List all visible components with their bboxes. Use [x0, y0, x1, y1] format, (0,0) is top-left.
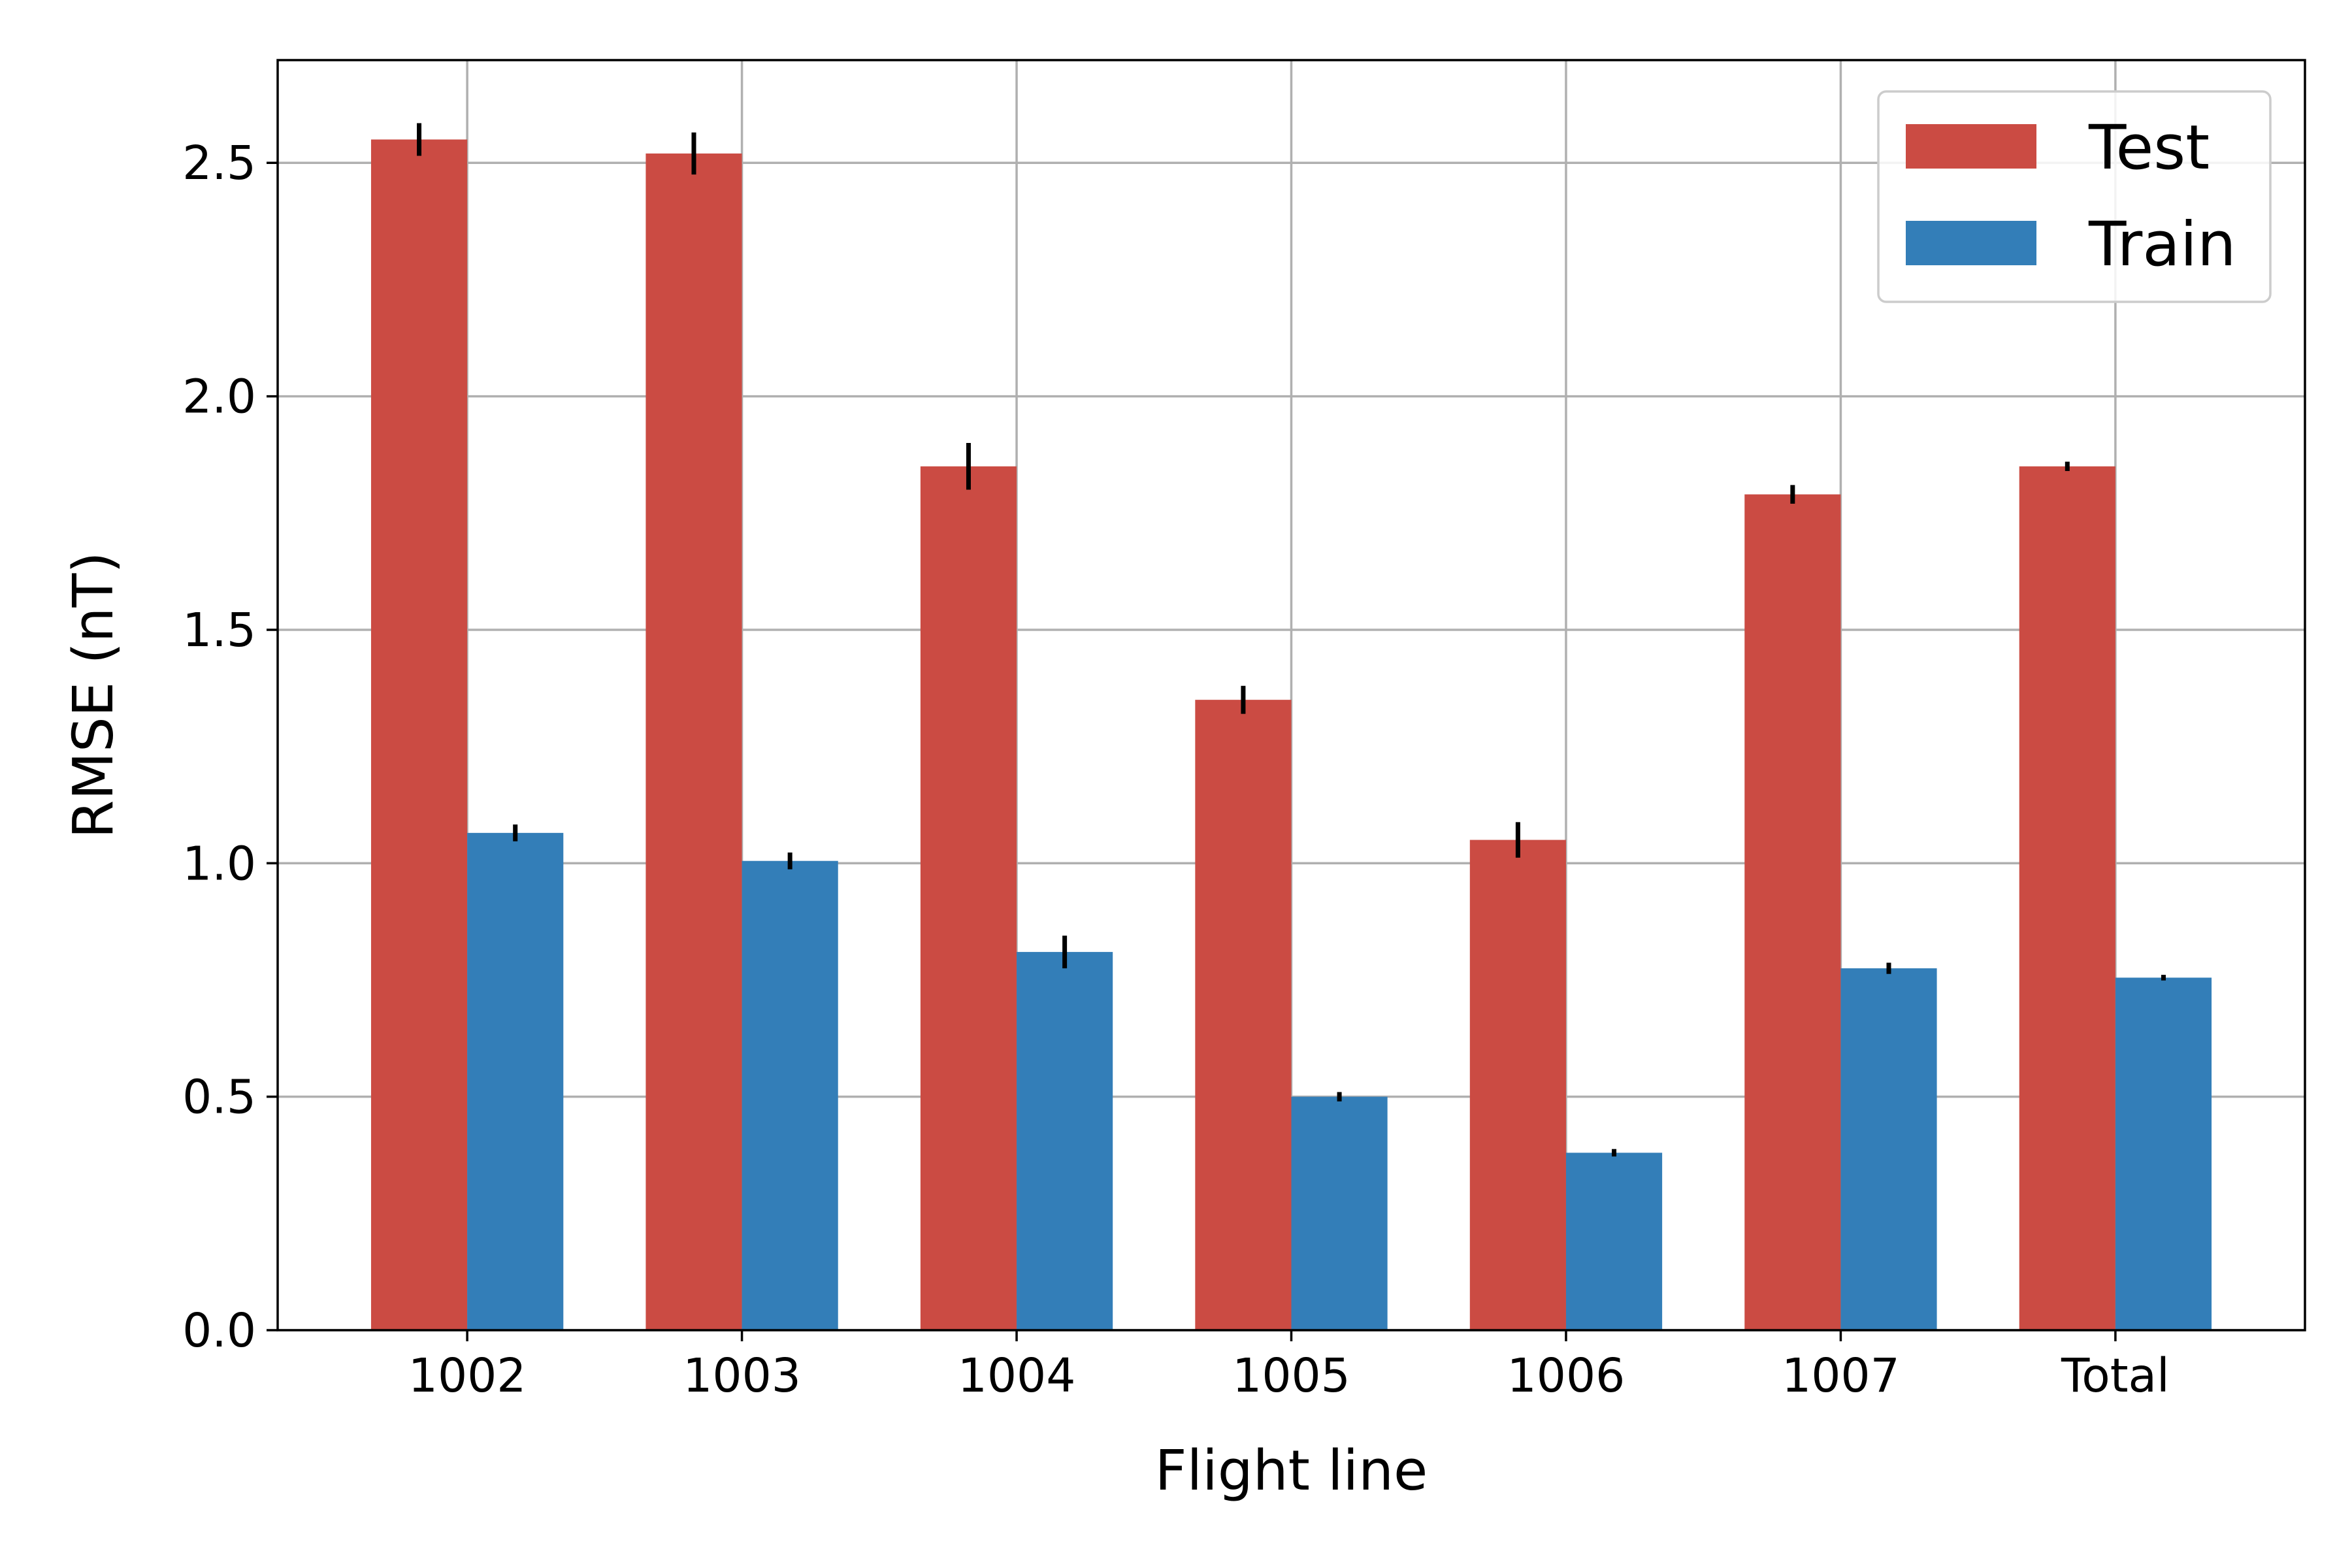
legend: Test Train [1877, 90, 2272, 303]
bar-test [370, 139, 468, 1330]
y-tick-label: 1.5 [182, 603, 256, 657]
bar-train [2115, 977, 2212, 1330]
x-tick-label: 1003 [683, 1348, 801, 1403]
bar-test [920, 466, 1017, 1330]
y-tick-label: 2.0 [182, 370, 256, 424]
x-tick-label: Total [2061, 1348, 2170, 1403]
bar-train [1291, 1096, 1388, 1330]
x-tick-label: 1002 [408, 1348, 527, 1403]
bar-train [1017, 952, 1113, 1330]
bar-train [467, 832, 564, 1330]
bar-test [1195, 700, 1292, 1330]
y-tick-label: 0.5 [182, 1070, 256, 1124]
x-tick-label: 1007 [1782, 1348, 1900, 1403]
bar-test [2019, 466, 2115, 1330]
y-tick-label: 2.5 [182, 136, 256, 190]
bar-train [1840, 968, 1937, 1330]
x-axis-label: Flight line [1155, 1439, 1428, 1503]
y-tick-label: 0.0 [182, 1303, 256, 1358]
bar-test [1744, 494, 1841, 1330]
bar-train [1565, 1152, 1663, 1330]
y-tick-label: 1.0 [182, 836, 256, 890]
error-bars [417, 123, 2166, 1157]
legend-swatch-train [1906, 221, 2036, 265]
legend-label-test: Test [2088, 112, 2210, 184]
legend-label-train: Train [2088, 209, 2236, 280]
bars [370, 139, 2212, 1331]
bar-train [742, 860, 838, 1330]
axis-ticks: 1002 1003 1004 1005 1006 1007 Total 0.0 0.5 1.0 1.… [182, 136, 2170, 1403]
legend-swatch-test [1906, 124, 2036, 169]
bar-test [645, 153, 742, 1331]
x-tick-label: 1004 [958, 1348, 1076, 1403]
y-axis-label: RMSE (nT) [61, 551, 126, 838]
x-tick-label: 1005 [1232, 1348, 1350, 1403]
bar-test [1469, 840, 1566, 1330]
x-tick-label: 1006 [1507, 1348, 1625, 1403]
